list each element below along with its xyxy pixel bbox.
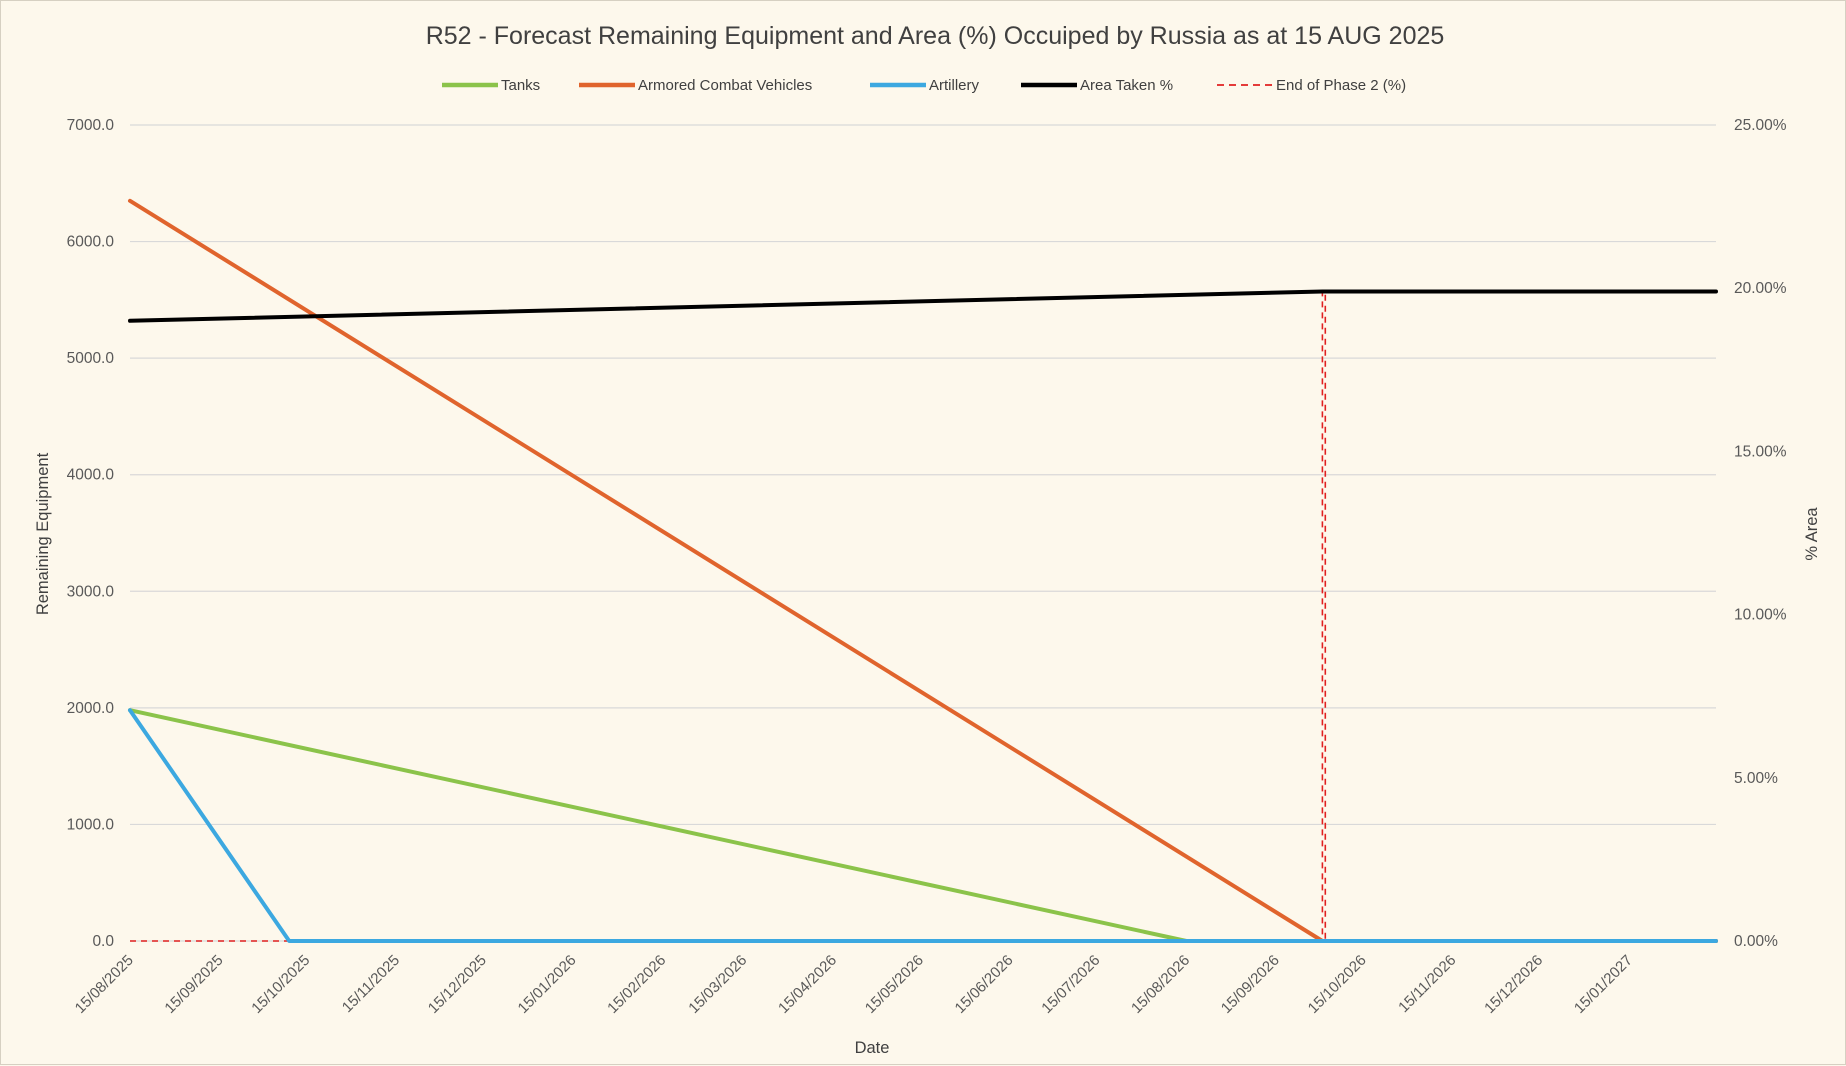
x-tick-label: 15/09/2026 (1218, 952, 1283, 1017)
x-tick-label: 15/12/2025 (425, 952, 490, 1017)
legend-label: End of Phase 2 (%) (1276, 77, 1406, 94)
legend-label: Area Taken % (1080, 77, 1173, 94)
y2-tick-label: 5.00% (1734, 770, 1778, 787)
chart-title: R52 - Forecast Remaining Equipment and A… (426, 22, 1445, 50)
x-tick-label: 15/01/2027 (1571, 952, 1636, 1017)
series-line-armored-combat-vehicles (128, 198, 1718, 943)
x-axis-title: Date (855, 1039, 890, 1057)
y-tick-label: 2000.0 (67, 700, 115, 717)
y2-tick-label: 10.00% (1734, 607, 1787, 624)
legend: Tanks Armored Combat Vehicles Artillery Are… (442, 77, 1406, 94)
x-tick-label: 15/06/2026 (952, 952, 1017, 1017)
y-tick-label: 3000.0 (67, 583, 115, 600)
x-tick-label: 15/10/2025 (248, 952, 313, 1017)
y2-tick-label: 15.00% (1734, 443, 1787, 460)
series-line-artillery (128, 708, 1718, 943)
left-axis-ticks: 0.0 1000.0 2000.0 3000.0 4000.0 5000.0 6000.0 7… (67, 117, 115, 950)
y-tick-label: 1000.0 (67, 816, 115, 833)
y-tick-label: 5000.0 (67, 350, 115, 367)
y-tick-label: 7000.0 (67, 117, 115, 134)
x-tick-label: 15/10/2026 (1305, 952, 1370, 1017)
x-tick-label: 15/08/2025 (72, 952, 137, 1017)
x-tick-label: 15/08/2026 (1128, 952, 1193, 1017)
x-tick-label: 15/04/2026 (775, 952, 840, 1017)
y-tick-label: 0.0 (92, 933, 114, 950)
legend-label: Tanks (501, 77, 540, 94)
gridlines (130, 124, 1716, 942)
y2-tick-label: 0.00% (1734, 933, 1778, 950)
series-line-area-taken (128, 289, 1718, 323)
series-line-tanks (128, 708, 1718, 943)
x-tick-label: 15/11/2025 (339, 952, 403, 1016)
x-tick-label: 15/03/2026 (685, 952, 750, 1017)
x-tick-label: 15/12/2026 (1481, 952, 1546, 1017)
y-axis-title: Remaining Equipment (34, 452, 52, 615)
series-layer (128, 198, 1718, 943)
x-tick-label: 15/07/2026 (1038, 952, 1103, 1017)
y-tick-label: 6000.0 (67, 234, 115, 251)
x-axis-ticks: 15/08/2025 15/09/2025 15/10/2025 15/11/2025… (72, 952, 1636, 1017)
x-tick-label: 15/05/2026 (862, 952, 927, 1017)
x-tick-label: 15/02/2026 (604, 952, 669, 1017)
legend-label: Armored Combat Vehicles (638, 77, 812, 94)
x-tick-label: 15/01/2026 (515, 952, 580, 1017)
y2-tick-label: 20.00% (1734, 280, 1787, 297)
legend-label: Artillery (929, 77, 980, 94)
series-line-end-of-phase-2 (130, 290, 1716, 942)
right-axis-ticks: 0.00% 5.00% 10.00% 15.00% 20.00% 25.00% (1734, 117, 1787, 950)
x-tick-label: 15/11/2026 (1395, 952, 1459, 1016)
y-tick-label: 4000.0 (67, 467, 115, 484)
y2-tick-label: 25.00% (1734, 117, 1787, 134)
y2-axis-title: % Area (1803, 507, 1821, 561)
x-tick-label: 15/09/2025 (161, 952, 226, 1017)
